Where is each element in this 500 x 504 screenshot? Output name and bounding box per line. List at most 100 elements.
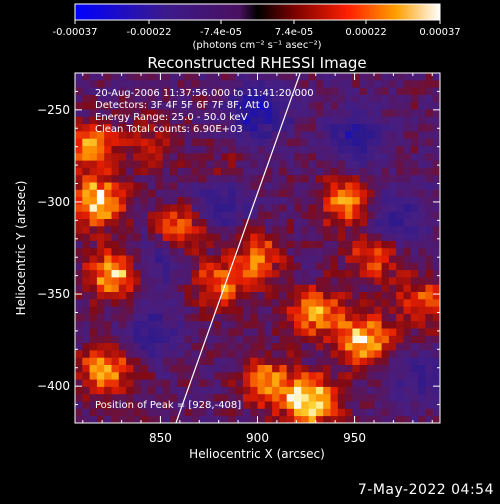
heatmap-cell — [294, 248, 302, 256]
heatmap-cell — [345, 116, 353, 125]
heatmap-cell — [345, 357, 353, 366]
heatmap-cell — [184, 80, 193, 88]
heatmap-cell — [126, 408, 134, 417]
heatmap-cell — [155, 146, 163, 154]
heatmap-cell — [272, 416, 280, 423]
heatmap-cell — [250, 408, 258, 417]
heatmap-cell — [294, 131, 302, 140]
heatmap-cell — [432, 306, 440, 315]
heatmap-cell — [177, 138, 185, 147]
heatmap-cell — [264, 270, 273, 278]
heatmap-cell — [104, 416, 112, 423]
heatmap-cell — [403, 233, 412, 242]
heatmap-cell — [272, 306, 280, 315]
heatmap-cell — [104, 313, 112, 322]
heatmap-cell — [279, 328, 288, 337]
heatmap-cell — [418, 240, 426, 249]
heatmap-cell — [323, 197, 331, 205]
heatmap-cell — [286, 226, 295, 234]
heatmap-cell — [169, 73, 178, 81]
heatmap-cell — [89, 299, 98, 307]
heatmap-cell — [286, 416, 295, 423]
heatmap-cell — [264, 153, 273, 161]
heatmap-cell — [133, 292, 142, 300]
heatmap-cell — [286, 160, 295, 169]
heatmap-cell — [315, 408, 324, 417]
plot-area: 850 900 950−250−300−350−400 20-Aug-2006 11… — [37, 72, 441, 445]
heatmap-cell — [155, 189, 163, 198]
heatmap-cell — [403, 189, 412, 198]
heatmap-cell — [403, 357, 412, 366]
heatmap-cell — [235, 284, 244, 293]
heatmap-cell — [359, 160, 368, 169]
heatmap-cell — [126, 116, 134, 125]
heatmap-cell — [96, 197, 105, 205]
heatmap-cell — [235, 80, 244, 88]
heatmap-cell — [294, 73, 302, 81]
heatmap-cell — [323, 73, 331, 81]
heatmap-cell — [133, 197, 142, 205]
heatmap-cell — [206, 379, 215, 388]
heatmap-cell — [250, 416, 258, 423]
heatmap-cell — [148, 211, 156, 220]
heatmap-cell — [410, 357, 419, 366]
heatmap-cell — [264, 321, 273, 329]
heatmap-cell — [104, 124, 112, 132]
heatmap-cell — [323, 146, 331, 154]
heatmap-cell — [279, 408, 288, 417]
heatmap-cell — [221, 335, 229, 344]
heatmap-cell — [330, 116, 339, 125]
heatmap-cell — [374, 73, 382, 81]
heatmap-cell — [228, 416, 236, 423]
heatmap-cell — [148, 262, 156, 271]
heatmap-cell — [432, 365, 440, 373]
heatmap-cell — [104, 401, 112, 410]
heatmap-cell — [388, 226, 397, 234]
heatmap-cell — [118, 357, 127, 366]
heatmap-cell — [345, 189, 353, 198]
heatmap-cell — [199, 248, 207, 256]
heatmap-cell — [126, 73, 134, 81]
heatmap-cell — [279, 379, 288, 388]
heatmap-cell — [242, 299, 251, 307]
heatmap-cell — [206, 386, 215, 395]
heatmap-cell — [82, 292, 90, 300]
heatmap-cell — [410, 102, 419, 110]
heatmap-cell — [228, 116, 236, 125]
heatmap-cell — [345, 204, 353, 213]
heatmap-cell — [432, 219, 440, 227]
heatmap-cell — [184, 321, 193, 329]
heatmap-cell — [169, 416, 178, 423]
heatmap-cell — [206, 299, 215, 307]
heatmap-cell — [104, 299, 112, 307]
heatmap-cell — [286, 386, 295, 395]
heatmap-cell — [111, 321, 120, 329]
heatmap-cell — [425, 401, 434, 410]
heatmap-cell — [374, 131, 382, 140]
heatmap-cell — [82, 109, 90, 118]
heatmap-cell — [425, 109, 434, 118]
heatmap-cell — [323, 94, 331, 103]
heatmap-cell — [396, 328, 404, 337]
heatmap-cell — [191, 233, 200, 242]
heatmap-cell — [264, 109, 273, 118]
heatmap-cell — [381, 379, 390, 388]
heatmap-cell — [374, 124, 382, 132]
heatmap-cell — [75, 365, 83, 373]
heatmap-cell — [279, 94, 288, 103]
heatmap-cell — [191, 109, 200, 118]
heatmap-cell — [221, 343, 229, 351]
heatmap-cell — [162, 321, 171, 329]
heatmap-cell — [126, 350, 134, 359]
heatmap-cell — [82, 379, 90, 388]
heatmap-cell — [301, 80, 309, 88]
heatmap-cell — [221, 284, 229, 293]
heatmap-cell — [184, 233, 193, 242]
heatmap-cell — [323, 321, 331, 329]
heatmap-cell — [330, 87, 339, 96]
heatmap-cell — [396, 299, 404, 307]
heatmap-cell — [177, 343, 185, 351]
heatmap-cell — [177, 233, 185, 242]
heatmap-cell — [184, 138, 193, 147]
heatmap-cell — [301, 335, 309, 344]
